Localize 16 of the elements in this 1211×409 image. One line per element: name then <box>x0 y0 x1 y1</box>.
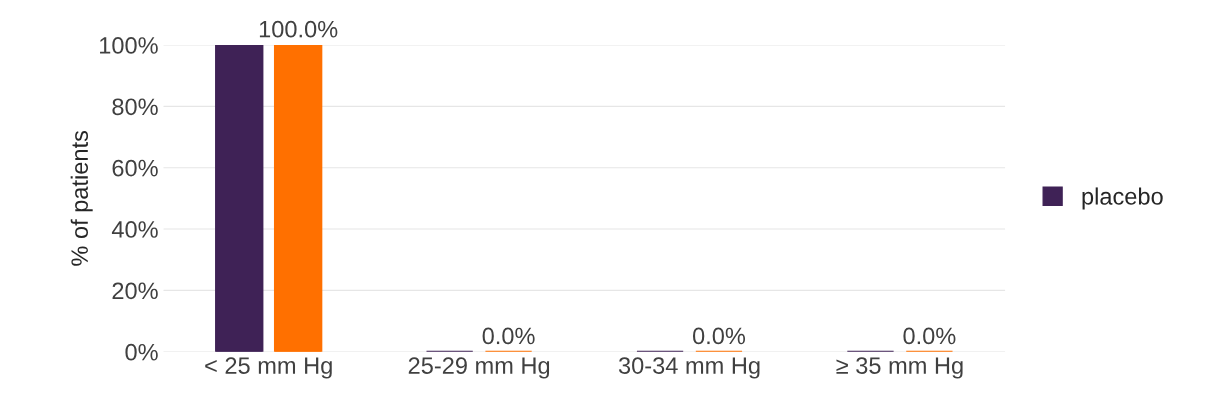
y-tick-label: 100% <box>100 37 158 54</box>
data-label: 100.0% <box>259 20 338 38</box>
y-tick-label: 60% <box>112 159 158 177</box>
data-label: 0.0% <box>903 327 956 345</box>
x-tick-label: 30-34 mm Hg <box>618 357 760 379</box>
data-label: 0.0% <box>692 327 746 345</box>
y-axis-title: % of patients <box>70 130 93 266</box>
y-tick-label: 20% <box>112 282 158 300</box>
data-label: 0.0% <box>482 327 535 345</box>
y-tick-label: 80% <box>112 98 158 116</box>
y-tick-label: 40% <box>111 221 158 238</box>
x-tick-label: 25-29 mm Hg <box>408 357 550 379</box>
x-tick-label: < 25 mm Hg <box>205 357 332 379</box>
legend-label: placebo <box>1082 187 1163 210</box>
y-tick-label: 0% <box>125 343 158 361</box>
x-tick-label: ≥ 35 mm Hg <box>836 357 963 379</box>
